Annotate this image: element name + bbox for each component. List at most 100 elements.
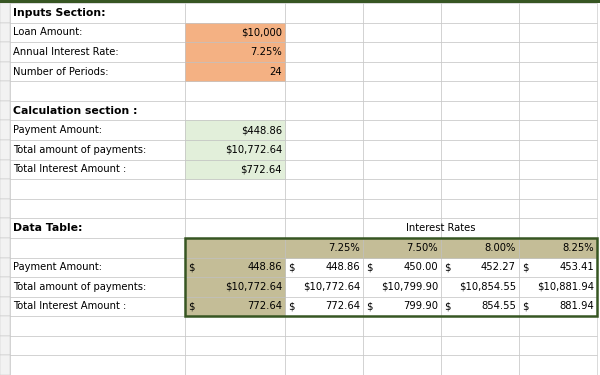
Bar xyxy=(0,120,10,140)
Text: $10,881.94: $10,881.94 xyxy=(537,282,594,292)
Bar xyxy=(363,238,441,258)
Bar xyxy=(519,199,597,218)
Bar xyxy=(185,297,285,316)
Bar xyxy=(441,336,519,356)
Bar xyxy=(185,81,285,101)
Text: $10,772.64: $10,772.64 xyxy=(303,282,360,292)
Bar xyxy=(363,120,441,140)
Bar xyxy=(441,179,519,199)
Text: 450.00: 450.00 xyxy=(403,262,438,272)
Bar xyxy=(441,140,519,160)
Bar xyxy=(285,218,363,238)
Bar xyxy=(441,81,519,101)
Text: 24: 24 xyxy=(269,66,282,76)
Bar xyxy=(10,22,185,42)
Bar xyxy=(0,179,10,199)
Bar xyxy=(10,277,185,297)
Bar xyxy=(441,238,519,258)
Bar xyxy=(441,258,519,277)
Bar xyxy=(10,42,185,62)
Bar xyxy=(285,179,363,199)
Text: $: $ xyxy=(288,262,295,272)
Bar xyxy=(363,199,441,218)
Bar xyxy=(285,81,363,101)
Bar xyxy=(363,22,441,42)
Text: Payment Amount:: Payment Amount: xyxy=(13,262,102,272)
Text: $10,799.90: $10,799.90 xyxy=(381,282,438,292)
Bar xyxy=(185,316,285,336)
Bar xyxy=(185,218,285,238)
Text: $10,772.64: $10,772.64 xyxy=(225,145,282,155)
Text: 772.64: 772.64 xyxy=(247,302,282,312)
Bar xyxy=(285,316,363,336)
Bar xyxy=(441,297,519,316)
Text: $: $ xyxy=(444,302,451,312)
Text: $772.64: $772.64 xyxy=(241,164,282,174)
Bar xyxy=(519,140,597,160)
Text: 448.86: 448.86 xyxy=(325,262,360,272)
Text: $448.86: $448.86 xyxy=(241,125,282,135)
Bar xyxy=(185,160,285,179)
Bar xyxy=(10,179,185,199)
Bar xyxy=(0,3,10,22)
Bar xyxy=(10,238,185,258)
Bar xyxy=(519,22,597,42)
Text: $: $ xyxy=(188,302,194,312)
Bar xyxy=(285,277,363,297)
Bar xyxy=(441,42,519,62)
Bar xyxy=(285,238,363,258)
Text: 881.94: 881.94 xyxy=(559,302,594,312)
Bar xyxy=(519,316,597,336)
Text: 772.64: 772.64 xyxy=(325,302,360,312)
Text: Number of Periods:: Number of Periods: xyxy=(13,66,109,76)
Bar xyxy=(363,140,441,160)
Text: 854.55: 854.55 xyxy=(481,302,516,312)
Bar xyxy=(285,3,363,22)
Bar xyxy=(0,336,10,356)
Bar xyxy=(363,179,441,199)
Bar xyxy=(10,140,185,160)
Text: $: $ xyxy=(188,262,194,272)
Bar xyxy=(363,81,441,101)
Bar xyxy=(185,199,285,218)
Bar xyxy=(441,160,519,179)
Text: 448.86: 448.86 xyxy=(247,262,282,272)
Bar xyxy=(441,238,519,258)
Text: Payment Amount:: Payment Amount: xyxy=(13,125,102,135)
Bar xyxy=(10,120,185,140)
Text: 7.50%: 7.50% xyxy=(406,243,438,253)
Bar xyxy=(0,160,10,179)
Bar xyxy=(285,238,363,258)
Bar xyxy=(519,101,597,120)
Bar xyxy=(185,277,285,297)
Text: $10,854.55: $10,854.55 xyxy=(459,282,516,292)
Bar xyxy=(363,160,441,179)
Text: 7.25%: 7.25% xyxy=(250,47,282,57)
Text: Total Interest Amount :: Total Interest Amount : xyxy=(13,302,126,312)
Bar xyxy=(0,101,10,120)
Text: Calculation section :: Calculation section : xyxy=(13,106,137,116)
Bar xyxy=(10,101,185,120)
Bar xyxy=(285,336,363,356)
Bar xyxy=(363,238,441,258)
Bar xyxy=(285,199,363,218)
Bar xyxy=(519,258,597,277)
Bar xyxy=(185,336,285,356)
Bar xyxy=(519,356,597,375)
Bar xyxy=(10,81,185,101)
Bar xyxy=(185,238,285,258)
Bar xyxy=(0,0,600,3)
Text: $: $ xyxy=(366,302,373,312)
Bar xyxy=(441,120,519,140)
Bar xyxy=(0,62,10,81)
Bar xyxy=(185,160,285,179)
Bar xyxy=(285,297,363,316)
Bar xyxy=(285,120,363,140)
Bar xyxy=(185,258,285,277)
Bar xyxy=(441,277,519,297)
Bar xyxy=(519,218,597,238)
Text: 8.25%: 8.25% xyxy=(562,243,594,253)
Bar xyxy=(10,218,185,238)
Bar xyxy=(185,120,285,140)
Text: $10,772.64: $10,772.64 xyxy=(225,282,282,292)
